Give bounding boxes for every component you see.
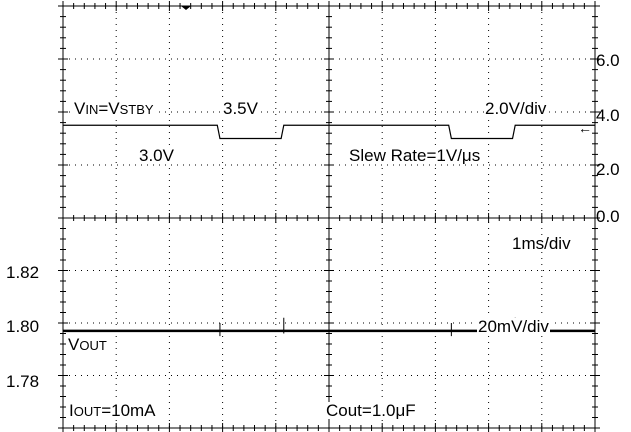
slew-rate-label: Slew Rate=1V/μs xyxy=(348,146,482,165)
y-tick-top-3: 0.0 xyxy=(596,207,620,226)
y-tick-top-1: 4.0 xyxy=(596,106,620,125)
cout-label: Cout=1.0μF xyxy=(325,401,417,420)
reference-marker: ← xyxy=(578,120,592,136)
vin-sub: IN xyxy=(85,102,99,117)
iout-value: =10mA xyxy=(101,401,156,420)
iout-label: IOUT=10mA xyxy=(68,402,157,420)
vin-trace xyxy=(63,124,595,140)
vout-label: VOUT xyxy=(67,336,108,354)
y-tick-top-2: 2.0 xyxy=(596,160,620,179)
y-tick-bottom-1: 1.80 xyxy=(6,317,40,336)
y-tick-bottom-0: 1.82 xyxy=(6,263,40,282)
y-tick-bottom-2: 1.78 xyxy=(6,372,40,391)
iout-sub: OUT xyxy=(73,404,102,419)
volts-div-top-label: 2.0V/div xyxy=(484,99,548,118)
trigger-marker xyxy=(181,6,191,10)
vin-sub2: STBY xyxy=(119,102,154,117)
low-level-label: 3.0V xyxy=(138,146,175,165)
high-level-label: 3.5V xyxy=(222,99,259,118)
iout-prefix: I xyxy=(69,401,74,420)
vout-sub: OUT xyxy=(79,338,107,353)
volts-div-bottom-label: 20mV/div xyxy=(477,317,550,336)
vin-label: VIN=VSTBY xyxy=(73,100,155,118)
y-tick-top-0: 6.0 xyxy=(596,51,620,70)
vin-eq: =V xyxy=(98,99,120,118)
vin-prefix: V xyxy=(74,99,86,118)
vout-prefix: V xyxy=(68,335,80,354)
time-div-label: 1ms/div xyxy=(511,234,572,253)
